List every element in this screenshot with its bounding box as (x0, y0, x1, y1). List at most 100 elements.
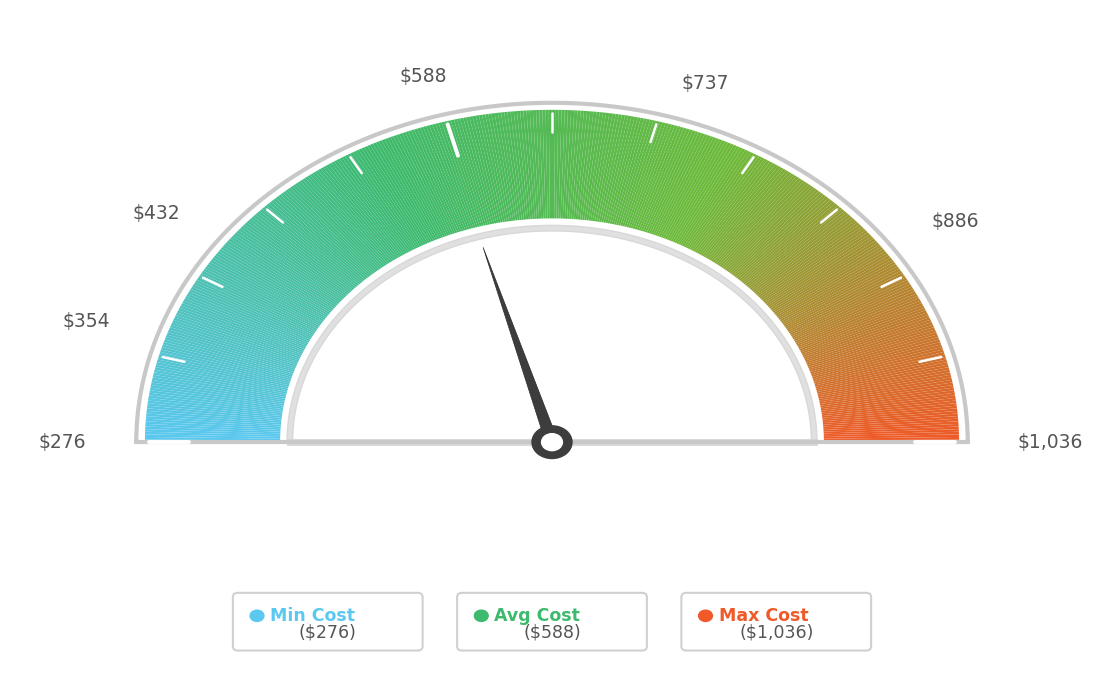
Wedge shape (729, 197, 828, 285)
Wedge shape (637, 128, 687, 240)
Wedge shape (811, 395, 955, 414)
Wedge shape (234, 233, 349, 308)
Wedge shape (814, 422, 958, 431)
Wedge shape (149, 395, 293, 414)
Wedge shape (808, 372, 951, 399)
Wedge shape (789, 301, 922, 353)
Wedge shape (576, 111, 594, 229)
Wedge shape (217, 251, 338, 320)
Wedge shape (177, 310, 311, 359)
Wedge shape (438, 122, 481, 237)
Wedge shape (574, 111, 591, 229)
Wedge shape (482, 115, 509, 231)
Wedge shape (639, 128, 690, 241)
Wedge shape (148, 400, 291, 417)
Wedge shape (435, 123, 479, 237)
Wedge shape (517, 111, 531, 229)
Wedge shape (251, 217, 360, 298)
Wedge shape (810, 385, 954, 407)
Wedge shape (450, 119, 489, 235)
Wedge shape (603, 116, 635, 233)
FancyBboxPatch shape (233, 593, 423, 651)
Wedge shape (666, 143, 731, 250)
Wedge shape (562, 110, 571, 228)
Wedge shape (382, 139, 444, 248)
Wedge shape (739, 209, 845, 293)
Wedge shape (202, 270, 328, 333)
Wedge shape (221, 247, 340, 317)
Wedge shape (203, 268, 328, 332)
Wedge shape (719, 186, 814, 278)
Wedge shape (741, 211, 847, 295)
Wedge shape (501, 112, 521, 230)
Wedge shape (310, 173, 397, 270)
Wedge shape (364, 146, 433, 253)
Wedge shape (152, 377, 295, 402)
Wedge shape (460, 118, 495, 234)
Wedge shape (786, 294, 917, 348)
Wedge shape (708, 175, 796, 271)
Wedge shape (783, 284, 912, 342)
Wedge shape (756, 235, 872, 310)
Wedge shape (776, 268, 901, 332)
Wedge shape (775, 266, 899, 331)
Wedge shape (814, 416, 958, 427)
Wedge shape (635, 127, 683, 239)
Wedge shape (156, 362, 298, 392)
Wedge shape (612, 119, 647, 234)
Wedge shape (488, 114, 513, 230)
Wedge shape (146, 422, 290, 431)
Wedge shape (810, 382, 953, 405)
Wedge shape (807, 367, 949, 395)
Wedge shape (308, 175, 396, 271)
Wedge shape (288, 188, 383, 279)
Wedge shape (800, 335, 938, 375)
Wedge shape (205, 266, 329, 331)
Wedge shape (229, 239, 344, 313)
Wedge shape (539, 110, 545, 228)
Wedge shape (231, 237, 346, 311)
Wedge shape (408, 130, 461, 242)
Wedge shape (814, 413, 958, 425)
Wedge shape (587, 112, 609, 230)
Wedge shape (613, 119, 650, 235)
Wedge shape (147, 408, 291, 422)
Wedge shape (640, 130, 693, 242)
Wedge shape (623, 122, 666, 237)
Wedge shape (368, 145, 435, 251)
Wedge shape (375, 141, 440, 249)
Wedge shape (724, 191, 821, 282)
Wedge shape (648, 133, 704, 244)
Wedge shape (643, 130, 696, 242)
Wedge shape (172, 320, 308, 365)
Wedge shape (619, 121, 659, 236)
Wedge shape (280, 193, 379, 283)
Wedge shape (564, 110, 574, 228)
Wedge shape (814, 437, 959, 440)
Wedge shape (811, 390, 955, 411)
Wedge shape (285, 190, 382, 281)
Wedge shape (523, 110, 535, 228)
Text: Max Cost: Max Cost (719, 607, 808, 624)
Wedge shape (209, 262, 331, 328)
Wedge shape (772, 259, 894, 326)
Wedge shape (652, 135, 711, 245)
Wedge shape (168, 330, 306, 371)
Wedge shape (675, 148, 745, 254)
Wedge shape (295, 183, 389, 276)
Wedge shape (405, 131, 459, 243)
Wedge shape (421, 127, 469, 239)
Wedge shape (153, 372, 296, 399)
Wedge shape (162, 344, 301, 381)
Wedge shape (743, 215, 851, 297)
Wedge shape (692, 161, 773, 262)
Wedge shape (297, 181, 390, 275)
Wedge shape (776, 270, 902, 333)
Wedge shape (262, 207, 367, 292)
Wedge shape (805, 352, 945, 386)
Wedge shape (622, 121, 662, 236)
Text: $1,036: $1,036 (1018, 433, 1083, 452)
Wedge shape (814, 426, 958, 434)
Wedge shape (769, 257, 892, 325)
Text: $886: $886 (931, 212, 978, 230)
